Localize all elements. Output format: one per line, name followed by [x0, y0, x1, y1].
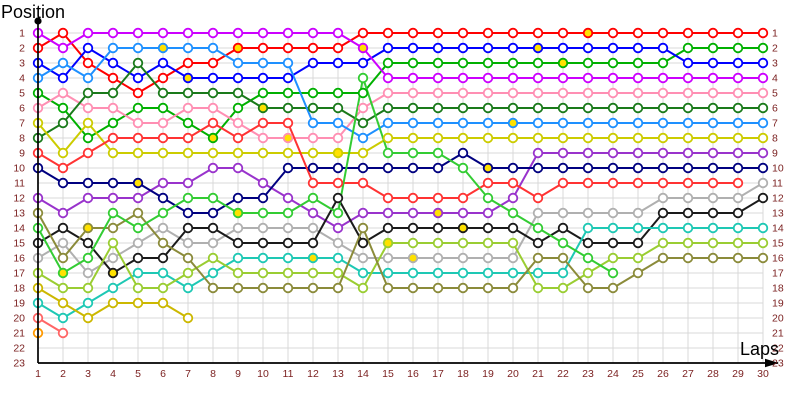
svg-text:8: 8 [19, 133, 25, 145]
svg-text:1: 1 [35, 368, 41, 380]
svg-text:6: 6 [772, 103, 778, 115]
svg-text:15: 15 [382, 368, 394, 380]
svg-text:11: 11 [14, 178, 25, 190]
svg-text:10: 10 [257, 368, 269, 380]
svg-text:23: 23 [772, 358, 784, 370]
svg-text:17: 17 [432, 368, 444, 380]
svg-text:1: 1 [19, 28, 25, 40]
svg-text:11: 11 [772, 178, 783, 190]
svg-text:20: 20 [507, 368, 519, 380]
svg-text:14: 14 [772, 223, 784, 235]
svg-text:18: 18 [457, 368, 469, 380]
svg-text:27: 27 [682, 368, 694, 380]
svg-text:10: 10 [772, 163, 784, 175]
svg-text:12: 12 [13, 193, 25, 205]
svg-text:Laps: Laps [740, 339, 779, 359]
svg-text:4: 4 [19, 73, 25, 85]
svg-text:28: 28 [707, 368, 719, 380]
svg-text:6: 6 [19, 103, 25, 115]
svg-text:2: 2 [60, 368, 66, 380]
svg-text:6: 6 [160, 368, 166, 380]
svg-text:30: 30 [757, 368, 769, 380]
svg-text:19: 19 [482, 368, 494, 380]
svg-text:13: 13 [772, 208, 784, 220]
svg-text:3: 3 [772, 58, 778, 70]
svg-text:13: 13 [13, 208, 25, 220]
svg-text:2: 2 [19, 43, 25, 55]
svg-text:21: 21 [532, 368, 544, 380]
svg-text:25: 25 [632, 368, 644, 380]
svg-text:7: 7 [772, 118, 778, 130]
svg-text:16: 16 [772, 253, 784, 265]
svg-text:9: 9 [772, 148, 778, 160]
svg-text:15: 15 [13, 238, 25, 250]
svg-text:1: 1 [772, 28, 778, 40]
svg-text:20: 20 [772, 313, 784, 325]
svg-text:22: 22 [557, 368, 569, 380]
svg-text:11: 11 [283, 368, 294, 380]
svg-text:5: 5 [19, 88, 25, 100]
svg-text:8: 8 [772, 133, 778, 145]
svg-text:23: 23 [582, 368, 594, 380]
svg-text:7: 7 [185, 368, 191, 380]
svg-text:16: 16 [407, 368, 419, 380]
svg-text:19: 19 [772, 298, 784, 310]
svg-text:Position: Position [1, 2, 65, 22]
svg-text:24: 24 [607, 368, 619, 380]
svg-text:22: 22 [13, 343, 25, 355]
svg-text:5: 5 [135, 368, 141, 380]
svg-text:26: 26 [657, 368, 669, 380]
svg-text:9: 9 [235, 368, 241, 380]
svg-text:20: 20 [13, 313, 25, 325]
svg-text:10: 10 [13, 163, 25, 175]
svg-text:18: 18 [772, 283, 784, 295]
svg-text:3: 3 [19, 58, 25, 70]
svg-text:2: 2 [772, 43, 778, 55]
svg-text:19: 19 [13, 298, 25, 310]
svg-text:3: 3 [85, 368, 91, 380]
svg-text:4: 4 [110, 368, 116, 380]
svg-text:23: 23 [13, 358, 25, 370]
svg-text:8: 8 [210, 368, 216, 380]
svg-text:9: 9 [19, 148, 25, 160]
svg-text:14: 14 [357, 368, 369, 380]
svg-text:21: 21 [772, 328, 784, 340]
svg-text:7: 7 [19, 118, 25, 130]
svg-text:13: 13 [332, 368, 344, 380]
svg-text:15: 15 [772, 238, 784, 250]
svg-text:14: 14 [13, 223, 25, 235]
svg-text:17: 17 [772, 268, 784, 280]
svg-text:12: 12 [772, 193, 784, 205]
svg-text:16: 16 [13, 253, 25, 265]
svg-text:4: 4 [772, 73, 778, 85]
svg-text:5: 5 [772, 88, 778, 100]
svg-text:21: 21 [13, 328, 25, 340]
svg-text:12: 12 [307, 368, 319, 380]
svg-text:18: 18 [13, 283, 25, 295]
svg-text:17: 17 [13, 268, 25, 280]
svg-text:29: 29 [732, 368, 744, 380]
